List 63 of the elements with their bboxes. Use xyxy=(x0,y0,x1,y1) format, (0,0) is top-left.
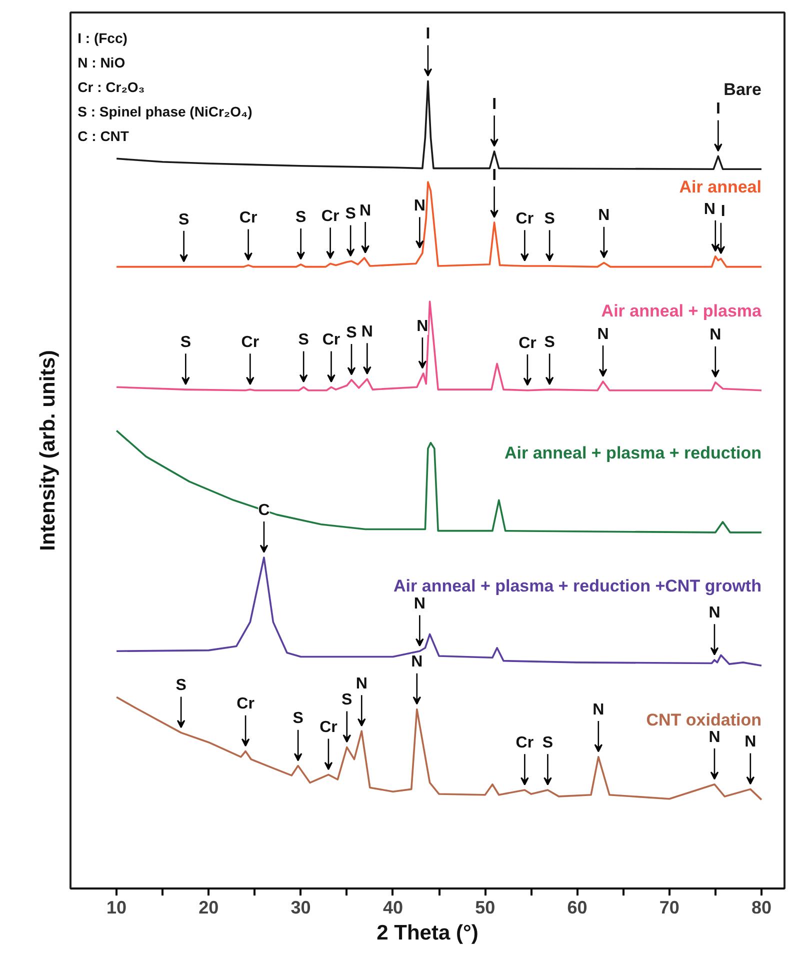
x-tick-label: 60 xyxy=(567,898,588,918)
annotation: S xyxy=(176,677,187,694)
annotation: Cr xyxy=(518,334,536,352)
annotation: I xyxy=(492,166,497,184)
annotation: S xyxy=(342,692,353,709)
annotation: N xyxy=(598,207,610,224)
annotation: S xyxy=(346,324,358,342)
annotation: S xyxy=(544,210,556,228)
annotation: S xyxy=(295,208,306,226)
annotation: Cr xyxy=(236,696,254,713)
annotation: N xyxy=(356,676,368,693)
annotation: S xyxy=(178,211,190,228)
annotation: N xyxy=(416,318,428,335)
annotation: C xyxy=(258,502,270,519)
annotation: N xyxy=(414,198,426,215)
annotation: N xyxy=(360,202,372,220)
annotation: N xyxy=(704,200,716,218)
annotation: S xyxy=(544,334,556,351)
annotation: Cr : Cr₂O₃ xyxy=(78,78,145,95)
annotation: S xyxy=(180,334,192,351)
annotation: Cr xyxy=(241,334,260,351)
y-axis-title: Intensity (arb. units) xyxy=(36,350,60,551)
annotation: N xyxy=(414,596,426,613)
annotation: N xyxy=(708,604,720,622)
text: Air anneal + plasma xyxy=(601,301,762,320)
annotation: S xyxy=(292,710,304,728)
annotation: I xyxy=(426,26,430,43)
annotation: N xyxy=(361,324,373,341)
text: Bare xyxy=(724,80,762,100)
annotation: I xyxy=(492,96,497,113)
x-tick-label: 40 xyxy=(382,898,403,918)
annotation: Cr xyxy=(516,210,534,228)
annotation: S xyxy=(298,332,310,349)
annotation: Cr xyxy=(321,208,340,226)
annotation: I xyxy=(716,100,720,118)
x-tick-label: 80 xyxy=(751,898,772,918)
x-tick-label: 10 xyxy=(106,898,127,918)
text: Air anneal + plasma + reduction +CNT growth xyxy=(394,576,762,596)
x-tick-label: 30 xyxy=(290,898,311,918)
annotation: Cr xyxy=(322,332,340,349)
x-axis-title: 2 Theta (°) xyxy=(376,922,478,944)
text: Air anneal + plasma + reduction xyxy=(504,443,762,462)
annotation: Cr xyxy=(239,210,258,227)
annotation: N xyxy=(592,701,604,718)
x-tick-label: 70 xyxy=(659,898,680,918)
annotation: N xyxy=(411,654,423,671)
annotation: C : CNT xyxy=(78,128,130,144)
annotation: I xyxy=(720,203,726,220)
text: I : (Fcc) xyxy=(78,30,128,46)
text: CNT oxidation xyxy=(646,710,762,730)
annotation: N xyxy=(744,734,756,751)
annotation: S xyxy=(542,734,554,752)
annotation: S : Spinel phase (NiCr₂O₄) xyxy=(78,103,252,120)
text: Air anneal xyxy=(679,178,762,197)
annotation: N xyxy=(708,728,720,746)
annotation: Cr xyxy=(516,734,534,752)
annotation: N xyxy=(597,326,609,343)
x-tick-label: 50 xyxy=(475,898,496,918)
annotation: S xyxy=(345,206,356,223)
annotation: Cr xyxy=(320,719,338,736)
x-tick-label: 20 xyxy=(198,898,219,918)
annotation: N xyxy=(710,326,722,344)
text: N : NiO xyxy=(78,54,126,70)
